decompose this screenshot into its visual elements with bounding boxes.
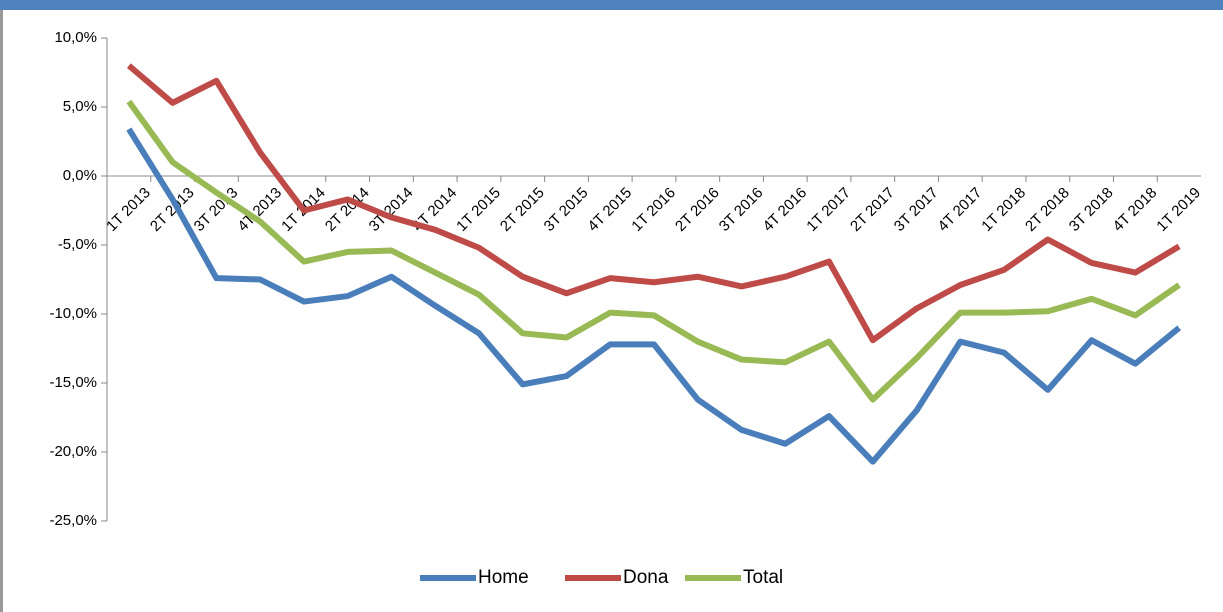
top-bar (0, 0, 1223, 10)
x-tick-label: 1T 2015 (453, 184, 504, 235)
y-tick-label: 10,0% (54, 29, 97, 46)
y-tick-label: 5,0% (63, 98, 97, 115)
x-tick-label: 1T 2016 (628, 184, 679, 235)
series-line (126, 127, 1182, 465)
series-line (126, 63, 1181, 344)
y-tick-label: -20,0% (49, 443, 97, 460)
x-tick-label: 2T 2017 (847, 184, 898, 235)
legend-label: Home (478, 567, 529, 588)
x-tick-label: 1T 2019 (1153, 184, 1204, 235)
x-tick-label: 3T 2016 (716, 184, 767, 235)
x-tick-label: 3T 2017 (891, 184, 942, 235)
x-tick-label: 3T 2018 (1066, 184, 1117, 235)
x-tick-label: 1T 2017 (803, 184, 854, 235)
y-tick-label: 0,0% (63, 167, 97, 184)
x-tick-label: 4T 2017 (935, 184, 986, 235)
x-tick-label: 2T 2018 (1022, 184, 1073, 235)
series-line (126, 99, 1181, 403)
x-tick-label: 4T 2016 (760, 184, 811, 235)
x-tick-label: 4T 2018 (1110, 184, 1161, 235)
x-tick-label: 3T 2015 (541, 184, 592, 235)
legend-label: Dona (623, 567, 669, 588)
legend-label: Total (743, 567, 783, 588)
x-tick-label: 1T 2013 (103, 184, 154, 235)
y-tick-label: -10,0% (49, 305, 97, 322)
y-tick-label: -15,0% (49, 374, 97, 391)
x-tick-label: 1T 2018 (978, 184, 1029, 235)
y-tick-label: -5,0% (58, 236, 97, 253)
x-tick-label: 2T 2016 (672, 184, 723, 235)
y-tick-label: -25,0% (49, 512, 97, 529)
x-tick-label: 4T 2015 (584, 184, 635, 235)
x-tick-label: 2T 2015 (497, 184, 548, 235)
